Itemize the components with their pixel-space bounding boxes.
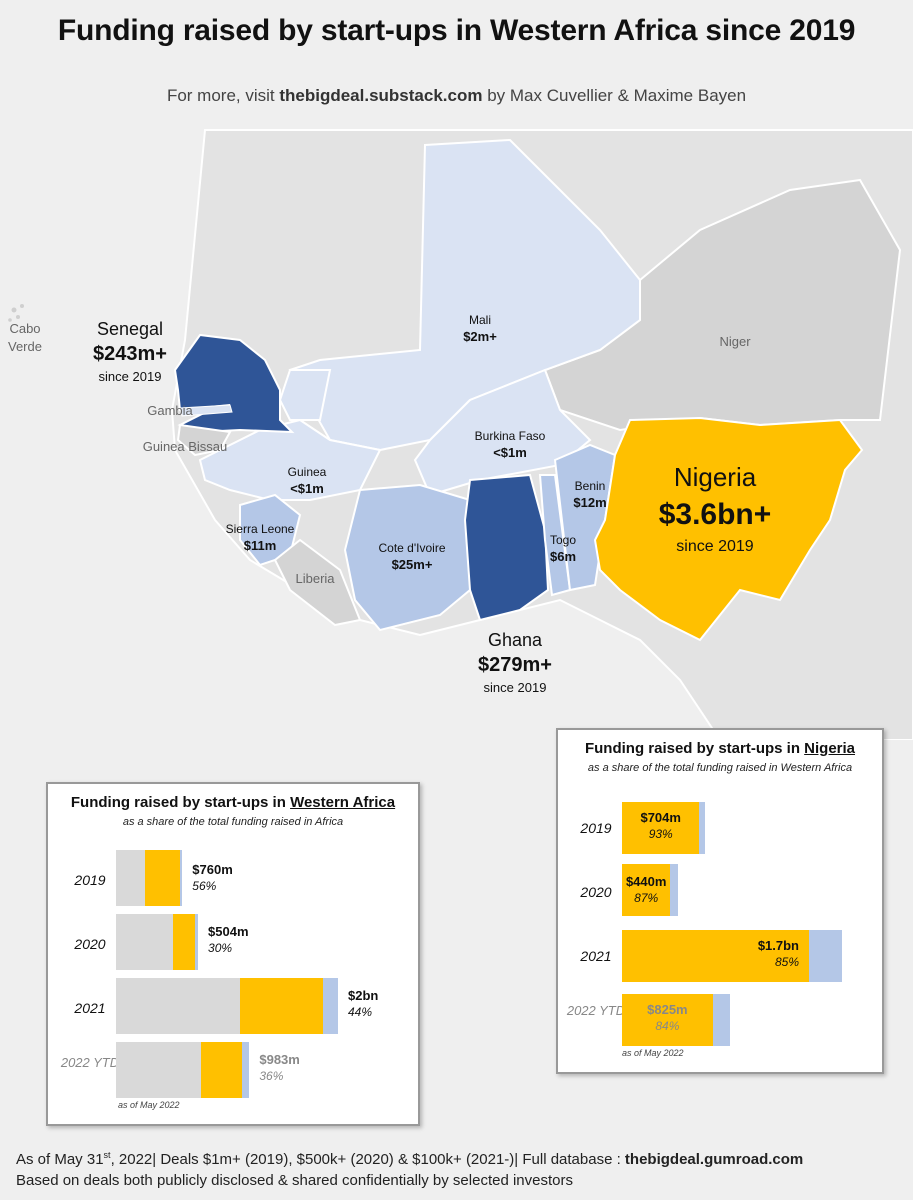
year-label: 2019 [74,872,106,888]
label-liberia: Liberia [295,571,335,586]
as-of-note: as of May 2022 [622,1048,684,1058]
bar-wa-rest [241,1042,250,1098]
cabo-verde-islands [8,304,24,322]
label-cote-divoire: Cote d'Ivoire $25m+ [378,541,446,573]
year-label: 2021 [74,1000,106,1016]
label-ghana: Ghana $279m+ since 2019 [478,630,552,696]
bar-africa-rest [116,850,146,906]
bar-nigeria [622,994,713,1046]
footer-line-2: Based on deals both publicly disclosed &… [16,1172,573,1189]
bar-nigeria [145,850,180,906]
chart-title: Funding raised by start-ups in Nigeria [584,740,856,757]
country-mali-west [278,369,332,421]
year-label: 2020 [74,936,106,952]
bar-row-2020 [116,914,199,970]
label-mali: Mali $2m+ [463,313,497,345]
bar-nigeria [240,978,324,1034]
substack-link[interactable]: thebigdeal.substack.com [279,86,483,105]
label-togo: Togo $6m [549,533,577,565]
label-gambia: Gambia [147,403,193,418]
bar-wa-rest [179,850,183,906]
country-togo [538,474,572,597]
bar-wa-rest [712,994,731,1046]
bar-wa-rest [194,914,199,970]
western-africa-chart: Funding raised by start-ups in Western A… [46,782,420,1126]
subtitle-prefix: For more, visit [166,86,280,105]
country-liberia [273,538,362,627]
chart-subtitle: as a share of the total funding raised i… [587,762,853,774]
label-benin: Benin $12m [573,479,607,511]
footer-line-1: As of May 31st, 2022| Deals $1m+ (2019),… [16,1150,804,1168]
year-label: 2021 [580,948,612,964]
bar-row-2022 [622,994,731,1046]
label-nigeria: Nigeria $3.6bn+ since 2019 [658,462,772,555]
bar-value: $440m 87% [625,874,667,905]
label-sierra-leone: Sierra Leone $11m [225,522,295,554]
year-label: 2022 YTD [60,1055,120,1070]
map-svg [8,129,913,741]
bar-row-2019 [622,802,706,854]
bar-africa-rest [116,978,241,1034]
bar-value: $2bn 44% [348,988,379,1019]
bar-value: $983m 36% [259,1052,300,1083]
page-subtitle: For more, visit thebigdeal.substack.com … [0,86,913,106]
nigeria-chart: Funding raised by start-ups in Nigeria a… [556,728,884,1074]
year-label: 2020 [580,884,612,900]
bar-wa-rest [670,864,678,916]
bar-wa-rest [809,930,842,982]
bar-nigeria [622,802,700,854]
bar-value: $825m 84% [647,1002,688,1033]
bar-row-2020 [622,864,678,916]
label-niger: Niger [719,334,751,349]
chart-title: Funding raised by start-ups in Western A… [70,794,396,811]
country-gambia [179,404,233,417]
gumroad-link[interactable]: thebigdeal.gumroad.com [624,1151,804,1168]
bar-wa-rest [699,802,706,854]
bar-nigeria [201,1042,242,1098]
label-guinea-bissau: Guinea Bissau [142,439,228,454]
label-guinea: Guinea <$1m [287,465,327,497]
country-nigeria [593,416,864,642]
bar-row-2021 [116,978,338,1034]
label-senegal: Senegal $243m+ since 2019 [93,319,167,385]
bar-nigeria [173,914,195,970]
bar-value: $760m 56% [192,862,233,893]
bar-value: $504m 30% [208,924,249,955]
bar-nigeria [622,930,809,982]
bar-value: $704m 93% [640,810,681,841]
subtitle-suffix: by Max Cuvellier & Maxime Bayen [482,86,747,105]
country-burkina [413,368,592,497]
bar-nigeria [622,864,671,916]
page-title: Funding raised by start-ups in Western A… [57,14,856,47]
country-cote-divoire [343,483,471,632]
chart-subtitle: as a share of the total funding raised i… [122,816,344,828]
as-of-note: as of May 2022 [118,1100,180,1110]
bar-africa-rest [116,914,174,970]
year-label: 2019 [580,820,612,836]
bar-wa-rest [323,978,338,1034]
bar-row-2022 [116,1042,250,1098]
bar-africa-rest [116,1042,202,1098]
year-label: 2022 YTD [566,1003,626,1018]
bar-value: $1.7bn 85% [757,938,799,969]
west-africa-map: Cabo Verde Senegal $243m+ since 2019 Gamb… [0,120,913,741]
label-burkina-faso: Burkina Faso <$1m [474,429,546,461]
label-cabo-verde: Cabo Verde [8,321,42,354]
country-ghana [463,473,550,622]
bar-row-2019 [116,850,183,906]
bar-row-2021 [622,930,842,982]
country-guinea-bissau [176,423,232,457]
